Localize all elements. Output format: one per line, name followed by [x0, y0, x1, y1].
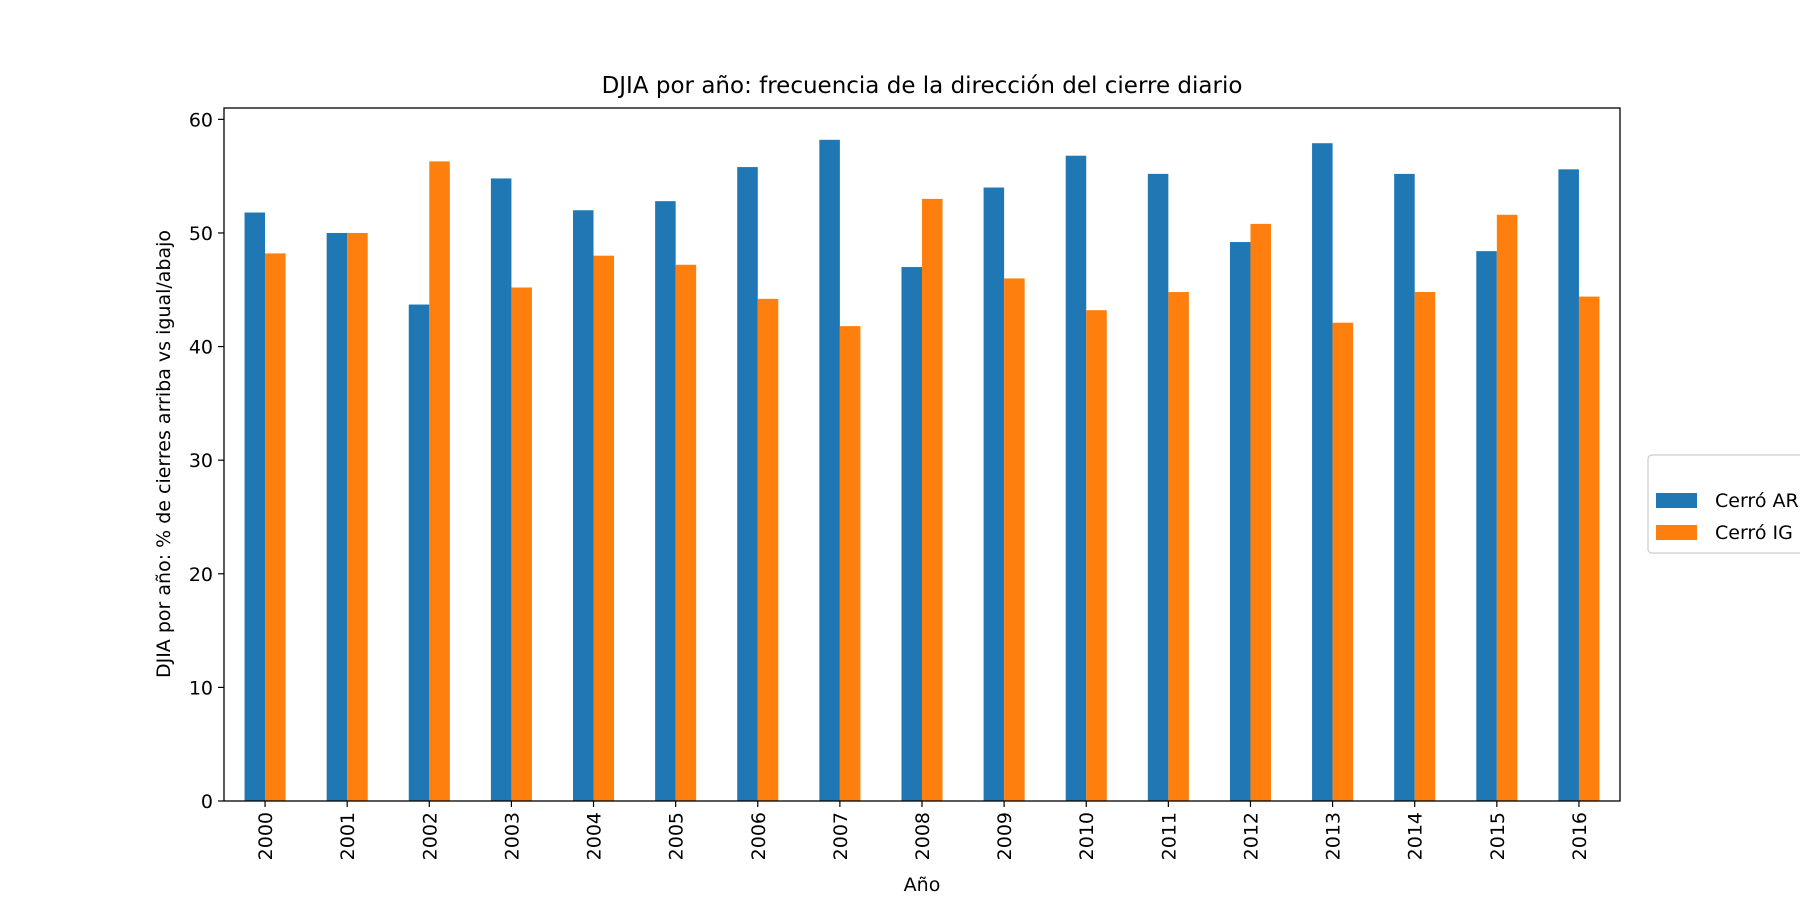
bar-arriba-2014 — [1394, 173, 1415, 802]
x-tick-label: 2008 — [912, 812, 934, 860]
y-tick-label: 20 — [189, 564, 213, 586]
y-tick-label: 60 — [189, 109, 213, 131]
bar-arriba-2005 — [655, 201, 676, 802]
x-tick-label: 2003 — [501, 812, 523, 860]
bars — [244, 139, 1600, 802]
bar-igual-2016 — [1578, 296, 1600, 801]
y-tick-label: 30 — [189, 450, 213, 472]
x-axis-label: Año — [904, 874, 941, 896]
legend-label: Cerró AR — [1715, 490, 1799, 512]
bar-arriba-2003 — [490, 178, 512, 802]
legend-swatch — [1656, 493, 1697, 508]
x-tick-label: 2005 — [666, 812, 688, 860]
bar-arriba-2002 — [408, 304, 430, 801]
legend-label: Cerró IG — [1715, 522, 1793, 544]
y-axis-label: DJIA por año: % de cierres arriba vs igu… — [153, 230, 175, 678]
bar-igual-2013 — [1332, 322, 1354, 801]
x-tick-label: 2012 — [1240, 812, 1262, 860]
x-tick-label: 2014 — [1405, 812, 1427, 860]
x-tick-label: 2010 — [1076, 812, 1098, 860]
bar-arriba-2010 — [1065, 155, 1087, 802]
bar-igual-2015 — [1496, 214, 1518, 801]
bar-igual-2007 — [839, 326, 861, 801]
bar-arriba-2000 — [244, 212, 266, 801]
bar-arriba-2012 — [1229, 242, 1251, 802]
bar-arriba-2007 — [819, 139, 840, 802]
y-axis: 0 10 20 30 40 50 60 — [189, 109, 224, 813]
bar-igual-2003 — [511, 287, 532, 801]
bar-igual-2004 — [593, 255, 615, 801]
y-tick-label: 40 — [189, 337, 213, 359]
bar-arriba-2013 — [1312, 143, 1333, 802]
x-tick-label: 2002 — [419, 812, 441, 860]
x-tick-label: 2001 — [337, 812, 359, 860]
bar-igual-2006 — [757, 298, 779, 801]
bar-igual-2011 — [1168, 292, 1189, 801]
bar-igual-2014 — [1414, 292, 1436, 801]
x-axis: 2000 2001 2002 2003 2004 2005 2006 2007 2008 2009… — [255, 801, 1591, 860]
bar-igual-2008 — [922, 198, 943, 801]
x-tick-label: 2015 — [1487, 812, 1509, 860]
bar-arriba-2009 — [983, 187, 1005, 801]
x-tick-label: 2016 — [1569, 812, 1591, 860]
x-tick-label: 2000 — [255, 812, 277, 860]
bar-igual-2012 — [1250, 223, 1271, 802]
chart-title: DJIA por año: frecuencia de la dirección… — [602, 73, 1243, 99]
y-tick-label: 10 — [189, 677, 213, 699]
bar-arriba-2006 — [737, 167, 758, 801]
x-tick-label: 2006 — [748, 812, 770, 860]
bar-arriba-2016 — [1558, 169, 1579, 801]
bar-arriba-2011 — [1147, 173, 1169, 802]
bar-igual-2002 — [429, 161, 450, 801]
bar-igual-2005 — [675, 264, 697, 801]
x-tick-label: 2004 — [584, 812, 606, 860]
bar-arriba-2001 — [326, 232, 348, 801]
y-tick-label: 50 — [189, 223, 213, 245]
bar-igual-2000 — [265, 253, 286, 802]
bar-arriba-2015 — [1476, 251, 1497, 801]
x-tick-label: 2007 — [830, 812, 852, 860]
x-tick-label: 2011 — [1158, 812, 1180, 860]
x-tick-label: 2013 — [1323, 812, 1345, 860]
bar-arriba-2008 — [901, 267, 922, 801]
bar-arriba-2004 — [573, 210, 594, 801]
legend-swatch — [1656, 525, 1697, 540]
legend: Cerró AR Cerró IG — [1647, 454, 1800, 554]
bar-igual-2001 — [347, 232, 368, 801]
bar-igual-2010 — [1086, 310, 1107, 801]
bar-igual-2009 — [1004, 278, 1025, 801]
y-tick-label: 0 — [201, 791, 213, 813]
x-tick-label: 2009 — [994, 812, 1016, 860]
